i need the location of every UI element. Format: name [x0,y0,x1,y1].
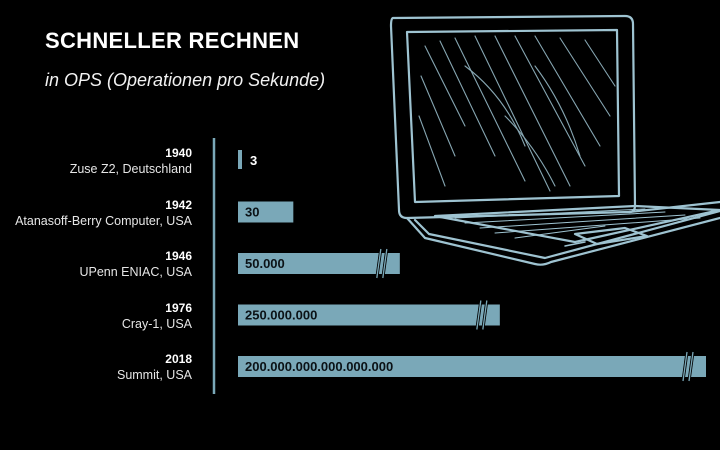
axis-break-line [482,300,488,330]
category-label: 1942 Atanasoff-Berry Computer, USA [15,198,192,229]
chart-subtitle: in OPS (Operationen pro Sekunde) [45,70,326,90]
category-name: Summit, USA [116,368,192,382]
bar-1942 [238,201,294,223]
category-name: Cray-1, USA [121,316,192,331]
category-name: Zuse Z2, Deutschland [69,162,192,176]
category-name: Atanasoff-Berry Computer, USA [15,213,192,228]
bar-1946 [238,253,400,274]
bar-1976 [238,304,500,326]
axis-break-line [376,248,382,279]
bars-group: 3 30 50.000 250.000.000 200.000.000.000.000.… [238,150,706,382]
category-label: 1946 UPenn ENIAC, USA [79,249,192,280]
category-label: 1940 Zuse Z2, Deutschland [70,146,192,177]
axis-break-line [682,351,688,382]
chart-title: SCHNELLER RECHNEN [45,28,300,53]
value-label-1942: 30 [245,205,259,220]
laptop-icon [389,14,720,266]
axis-break-line [688,351,694,382]
laptop-illustration [389,14,720,266]
category-year: 1976 [165,300,192,315]
bar-1940 [238,150,242,169]
category-year: 1940 [165,146,192,160]
axis-break-line [476,300,482,330]
category-year: 1946 [165,249,192,263]
value-label-1946: 50.000 [245,256,285,271]
bar-2018 [238,356,706,377]
category-label: 1976 Cray-1, USA [122,301,192,332]
category-year: 1942 [165,197,192,212]
category-year: 2018 [165,352,192,366]
category-name: UPenn ENIAC, USA [79,265,192,279]
category-label: 2018 Summit, USA [117,352,192,383]
value-label-2018: 200.000.000.000.000.000 [245,359,393,374]
value-label-1940: 3 [250,153,257,168]
value-label-1976: 250.000.000 [245,308,317,323]
axis-break-line [382,248,388,279]
